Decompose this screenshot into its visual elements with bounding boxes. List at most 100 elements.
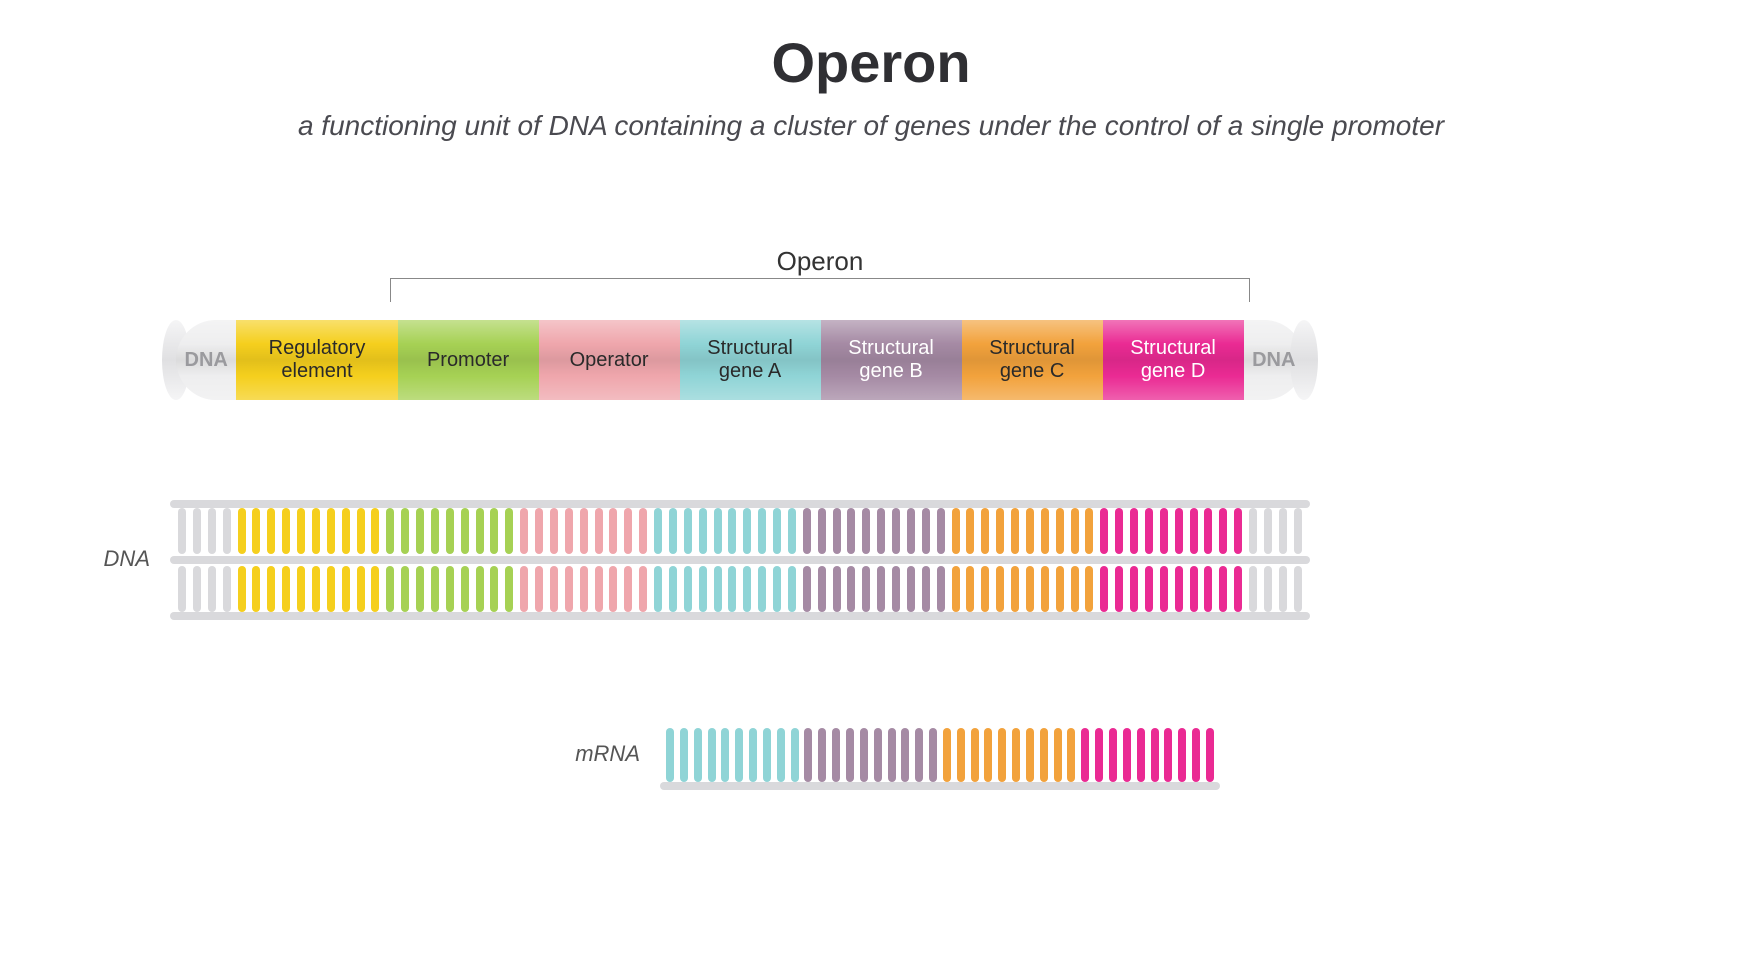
dna-bar-top — [416, 508, 424, 554]
cylinder-segment: Structuralgene B — [821, 320, 962, 400]
dna-bar-top — [580, 508, 588, 554]
dna-bar-bottom — [624, 566, 632, 612]
dna-bar-bottom — [178, 566, 186, 612]
dna-bar-pair — [966, 508, 974, 612]
dna-bar-bottom — [595, 566, 603, 612]
dna-bar-pair — [877, 508, 885, 612]
dna-bar-bottom — [1264, 566, 1272, 612]
dna-bar-bottom — [966, 566, 974, 612]
dna-bar-pair — [1056, 508, 1064, 612]
cylinder-segment: Promoter — [398, 320, 539, 400]
dna-ladder-bars — [178, 508, 1302, 612]
dna-bar-top — [1279, 508, 1287, 554]
dna-bar-pair — [981, 508, 989, 612]
dna-bar-top — [847, 508, 855, 554]
dna-bar-top — [788, 508, 796, 554]
mrna-bar — [860, 728, 868, 782]
dna-bar-bottom — [238, 566, 246, 612]
dna-bar-bottom — [996, 566, 1004, 612]
dna-bar-pair — [327, 508, 335, 612]
dna-bar-top — [1026, 508, 1034, 554]
dna-bar-top — [431, 508, 439, 554]
dna-bar-top — [1204, 508, 1212, 554]
dna-bar-bottom — [714, 566, 722, 612]
dna-bar-top — [1130, 508, 1138, 554]
mrna-bar — [971, 728, 979, 782]
dna-bar-pair — [862, 508, 870, 612]
dna-bar-top — [862, 508, 870, 554]
dna-bar-top — [1056, 508, 1064, 554]
dna-bar-top — [952, 508, 960, 554]
dna-rail-bottom — [170, 612, 1310, 620]
dna-bar-pair — [758, 508, 766, 612]
dna-bar-pair — [178, 508, 186, 612]
dna-bar-pair — [684, 508, 692, 612]
mrna-bar — [749, 728, 757, 782]
dna-bar-bottom — [669, 566, 677, 612]
dna-bar-bottom — [654, 566, 662, 612]
mrna-bar — [1040, 728, 1048, 782]
mrna-bar — [929, 728, 937, 782]
cylinder-segment-label: Structuralgene C — [989, 337, 1075, 383]
dna-bar-pair — [595, 508, 603, 612]
dna-bar-pair — [1219, 508, 1227, 612]
dna-bar-pair — [357, 508, 365, 612]
dna-bar-pair — [446, 508, 454, 612]
dna-bar-pair — [669, 508, 677, 612]
dna-bar-bottom — [565, 566, 573, 612]
dna-bar-bottom — [1204, 566, 1212, 612]
cylinder-body: DNARegulatoryelementPromoterOperatorStru… — [176, 320, 1304, 400]
dna-bar-pair — [267, 508, 275, 612]
dna-bar-top — [282, 508, 290, 554]
dna-bar-pair — [1085, 508, 1093, 612]
dna-bar-pair — [371, 508, 379, 612]
dna-bar-top — [639, 508, 647, 554]
dna-bar-top — [178, 508, 186, 554]
dna-bar-pair — [1294, 508, 1302, 612]
dna-bar-top — [1041, 508, 1049, 554]
dna-bar-top — [684, 508, 692, 554]
dna-bar-bottom — [416, 566, 424, 612]
dna-bar-top — [535, 508, 543, 554]
dna-bar-bottom — [1175, 566, 1183, 612]
dna-bar-bottom — [1190, 566, 1198, 612]
dna-bar-pair — [1130, 508, 1138, 612]
dna-bar-bottom — [818, 566, 826, 612]
dna-bar-pair — [223, 508, 231, 612]
dna-bar-pair — [803, 508, 811, 612]
dna-bar-bottom — [1071, 566, 1079, 612]
dna-bar-top — [758, 508, 766, 554]
cylinder-segment-label: Structuralgene A — [707, 337, 793, 383]
dna-bar-top — [773, 508, 781, 554]
dna-bar-bottom — [907, 566, 915, 612]
dna-bar-top — [1190, 508, 1198, 554]
dna-bar-pair — [1190, 508, 1198, 612]
dna-bar-pair — [1175, 508, 1183, 612]
dna-bar-top — [1071, 508, 1079, 554]
dna-bar-bottom — [431, 566, 439, 612]
dna-bar-bottom — [476, 566, 484, 612]
mrna-bar — [735, 728, 743, 782]
dna-bar-pair — [1115, 508, 1123, 612]
dna-bar-pair — [609, 508, 617, 612]
dna-bar-bottom — [788, 566, 796, 612]
cylinder-segment-label: DNA — [185, 349, 228, 372]
dna-bar-top — [193, 508, 201, 554]
dna-bar-pair — [818, 508, 826, 612]
dna-rail-top — [170, 500, 1310, 508]
mrna-bar — [1151, 728, 1159, 782]
dna-bar-bottom — [728, 566, 736, 612]
dna-bar-top — [505, 508, 513, 554]
dna-ladder-label: DNA — [80, 546, 150, 572]
dna-bar-bottom — [1130, 566, 1138, 612]
dna-bar-pair — [654, 508, 662, 612]
dna-bar-bottom — [490, 566, 498, 612]
dna-bar-pair — [1011, 508, 1019, 612]
dna-bar-pair — [847, 508, 855, 612]
dna-bar-bottom — [1041, 566, 1049, 612]
mrna-bar — [915, 728, 923, 782]
dna-bar-top — [1160, 508, 1168, 554]
cylinder-segment-label: Promoter — [427, 349, 509, 372]
dna-bar-pair — [773, 508, 781, 612]
dna-bar-top — [654, 508, 662, 554]
